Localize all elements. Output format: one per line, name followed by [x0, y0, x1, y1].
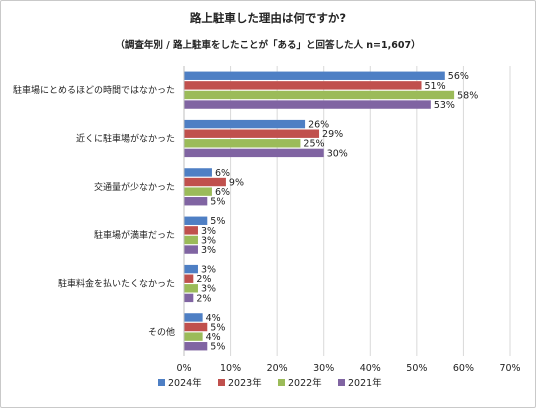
data-label: 3% — [201, 235, 216, 246]
legend-label: 2024年 — [168, 377, 202, 389]
data-label: 3% — [201, 226, 216, 237]
data-label: 2% — [196, 293, 211, 304]
bar — [184, 235, 198, 245]
bar — [184, 148, 324, 158]
category-label: 駐車場にとめるほどの時間ではなかった — [13, 84, 175, 96]
bar — [184, 216, 208, 225]
data-label: 51% — [425, 81, 446, 92]
legend-swatch — [278, 379, 285, 386]
bar — [184, 293, 194, 303]
data-label: 3% — [201, 245, 216, 256]
data-label: 5% — [210, 197, 225, 208]
bar — [184, 342, 208, 351]
data-label: 4% — [206, 332, 221, 343]
x-tick-label: 50% — [406, 363, 427, 374]
category-label: その他 — [148, 326, 175, 338]
data-label: 3% — [201, 265, 216, 276]
bar — [184, 284, 198, 293]
x-tick-label: 10% — [220, 363, 241, 374]
chart-subtitle: （調査年別 / 路上駐車をしたことが「ある」と回答した人 n=1,607） — [115, 39, 420, 51]
data-label: 3% — [201, 284, 216, 295]
data-label: 5% — [210, 342, 225, 353]
bar — [184, 245, 198, 254]
data-label: 25% — [303, 139, 324, 150]
data-label: 5% — [210, 216, 225, 227]
category-label: 近くに駐車場がなかった — [76, 133, 175, 145]
legend-label: 2023年 — [228, 377, 262, 389]
x-tick-label: 40% — [360, 363, 381, 374]
bar — [184, 274, 194, 283]
plot-area: 0% 10% 20% 30% 40% 50% 60% 70% 駐車場にとめるほどの時間ではなかっ… — [13, 66, 521, 374]
bar — [184, 313, 203, 322]
data-label: 5% — [210, 322, 225, 333]
bar — [184, 322, 208, 332]
bar — [184, 264, 198, 274]
legend-swatch — [218, 379, 225, 386]
chart-title: 路上駐車した理由は何ですか? — [190, 11, 346, 25]
legend-label: 2021年 — [348, 377, 382, 389]
data-label: 2% — [196, 274, 211, 285]
bar — [184, 197, 208, 206]
legend-swatch — [338, 379, 345, 386]
x-tick-label: 20% — [267, 363, 288, 374]
bar — [184, 129, 320, 138]
category-label: 駐車料金を払いたくなかった — [58, 278, 175, 290]
x-tick-label: 30% — [313, 363, 334, 374]
category-label: 駐車場が満車だった — [94, 229, 175, 241]
bar — [184, 100, 431, 109]
x-tick-label: 60% — [453, 363, 474, 374]
bar — [184, 81, 422, 90]
bar — [184, 168, 212, 177]
bar — [184, 119, 306, 129]
bar — [184, 71, 445, 80]
legend-swatch — [158, 379, 165, 386]
data-label: 4% — [206, 313, 221, 324]
bar — [184, 177, 226, 187]
data-label: 56% — [448, 71, 469, 82]
data-label: 29% — [322, 129, 343, 140]
bar — [184, 226, 198, 235]
data-label: 30% — [327, 148, 348, 159]
x-tick-label: 0% — [176, 363, 191, 374]
data-label: 6% — [215, 187, 230, 198]
bar — [184, 139, 301, 148]
legend-label: 2022年 — [288, 377, 322, 389]
data-label: 58% — [457, 90, 478, 101]
legend: 2024年 2023年 2022年 2021年 — [158, 377, 382, 389]
category-label: 交通量が少なかった — [94, 181, 175, 193]
data-label: 53% — [434, 100, 455, 111]
bar — [184, 90, 455, 100]
x-tick-label: 70% — [499, 363, 520, 374]
data-label: 6% — [215, 168, 230, 179]
bar — [184, 332, 203, 341]
data-label: 26% — [308, 120, 329, 131]
data-label: 9% — [229, 177, 244, 188]
bar — [184, 187, 212, 196]
